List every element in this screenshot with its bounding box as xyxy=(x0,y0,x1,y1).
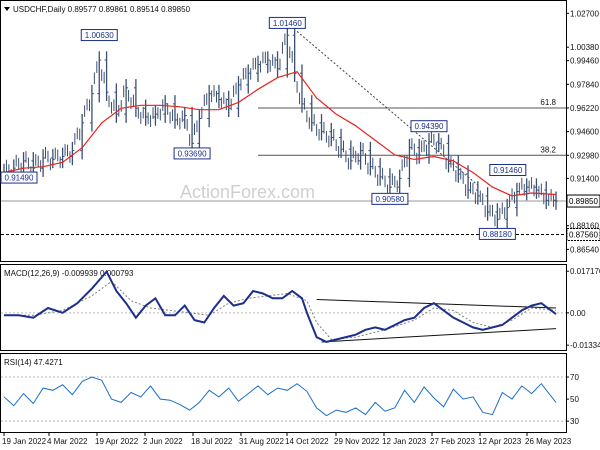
x-tick-label: 4 Mar 2022 xyxy=(47,437,88,446)
rsi-y-tick-label: 30 xyxy=(570,417,579,426)
annotation-label: 0.93690 xyxy=(178,149,207,158)
collapse-triangle-icon[interactable] xyxy=(4,7,10,11)
watermark: ActionForex.com xyxy=(180,182,315,202)
price-panel-frame xyxy=(0,0,567,262)
rsi-panel-title: RSI(14) 47.4271 xyxy=(4,358,63,367)
annotation-label: 1.00630 xyxy=(85,31,114,40)
x-tick-label: 12 Jan 2023 xyxy=(382,437,427,446)
annotation-label: 0.91460 xyxy=(493,166,522,175)
annotation-box xyxy=(268,16,306,29)
x-tick-label: 12 Apr 2023 xyxy=(478,437,522,446)
annotation-label: 0.91490 xyxy=(5,174,34,183)
y-tick-label: 0.88160 xyxy=(570,222,599,231)
y-tick-label: 1.00380 xyxy=(570,43,599,52)
annotation-box xyxy=(173,147,211,160)
x-tick-label: 29 Nov 2022 xyxy=(334,437,380,446)
y-tick-label: 0.99460 xyxy=(570,57,599,66)
annotation-box xyxy=(489,164,527,177)
x-tick-label: 18 Jul 2022 xyxy=(191,437,233,446)
fib-level-label: 61.8 xyxy=(540,98,556,107)
y-tick-label: 0.94600 xyxy=(570,128,599,137)
macd-y-tick-label: 0.017176 xyxy=(570,267,600,276)
support-price-label: 0.87560 xyxy=(569,230,598,239)
annotation-box xyxy=(410,120,448,133)
macd-trendline xyxy=(321,328,557,343)
current-price-label: 0.89850 xyxy=(569,197,598,206)
x-tick-label: 14 Oct 2022 xyxy=(285,437,329,446)
macd-panel-title: MACD(12,26,9) -0.009939 0.000793 xyxy=(4,269,134,278)
rsi-y-tick-label: 70 xyxy=(570,373,579,382)
rsi-layer xyxy=(1,376,566,422)
x-tick-label: 31 Aug 2022 xyxy=(239,437,284,446)
y-tick-label: 1.02700 xyxy=(570,9,599,18)
current-price-box xyxy=(566,194,600,208)
rsi-line xyxy=(3,376,557,417)
x-tick-label: 2 Jun 2022 xyxy=(143,437,183,446)
rsi-panel-frame xyxy=(0,353,567,433)
annotation-box xyxy=(0,171,38,184)
support-price-box xyxy=(566,227,600,241)
macd-y-tick-label: -0.01334 xyxy=(570,341,600,350)
annotation-label: 0.90580 xyxy=(375,195,404,204)
annotation-box xyxy=(478,227,516,240)
x-tick-label: 19 Apr 2022 xyxy=(95,437,139,446)
macd-layer xyxy=(1,269,566,343)
rsi-y-tick-label: 50 xyxy=(570,395,579,404)
fib-level-label: 38.2 xyxy=(540,145,556,154)
x-tick-label: 27 Feb 2023 xyxy=(430,437,475,446)
y-tick-label: 0.97840 xyxy=(570,80,599,89)
price-layer: 61.8 38.2 0.91490 1.00630 0.93690 1.01460 0.90… xyxy=(0,16,566,240)
annotation-box xyxy=(371,192,409,205)
x-tick-label: 19 Jan 2022 xyxy=(2,437,47,446)
y-tick-label: 0.86540 xyxy=(570,245,599,254)
macd-y-tick-label: 0.00 xyxy=(570,309,586,318)
moving-average-line xyxy=(3,71,557,197)
y-tick-label: 0.96220 xyxy=(570,104,599,113)
annotation-label: 0.88180 xyxy=(483,230,512,239)
price-panel-title: USDCHF,Daily 0.89577 0.89861 0.89514 0.8… xyxy=(13,5,191,14)
x-tick-label: 26 May 2023 xyxy=(525,437,572,446)
annotation-box xyxy=(80,29,118,42)
macd-line xyxy=(4,269,557,343)
annotation-label: 0.94390 xyxy=(415,122,444,131)
y-tick-label: 0.92980 xyxy=(570,151,599,160)
macd-panel-frame xyxy=(0,264,567,351)
axis-layer: 1.02700 1.00380 0.99460 0.97840 0.96220 0.946… xyxy=(2,9,600,446)
annotation-label: 1.01460 xyxy=(273,19,302,28)
y-tick-label: 0.91400 xyxy=(570,174,599,183)
macd-signal-line xyxy=(4,280,557,341)
